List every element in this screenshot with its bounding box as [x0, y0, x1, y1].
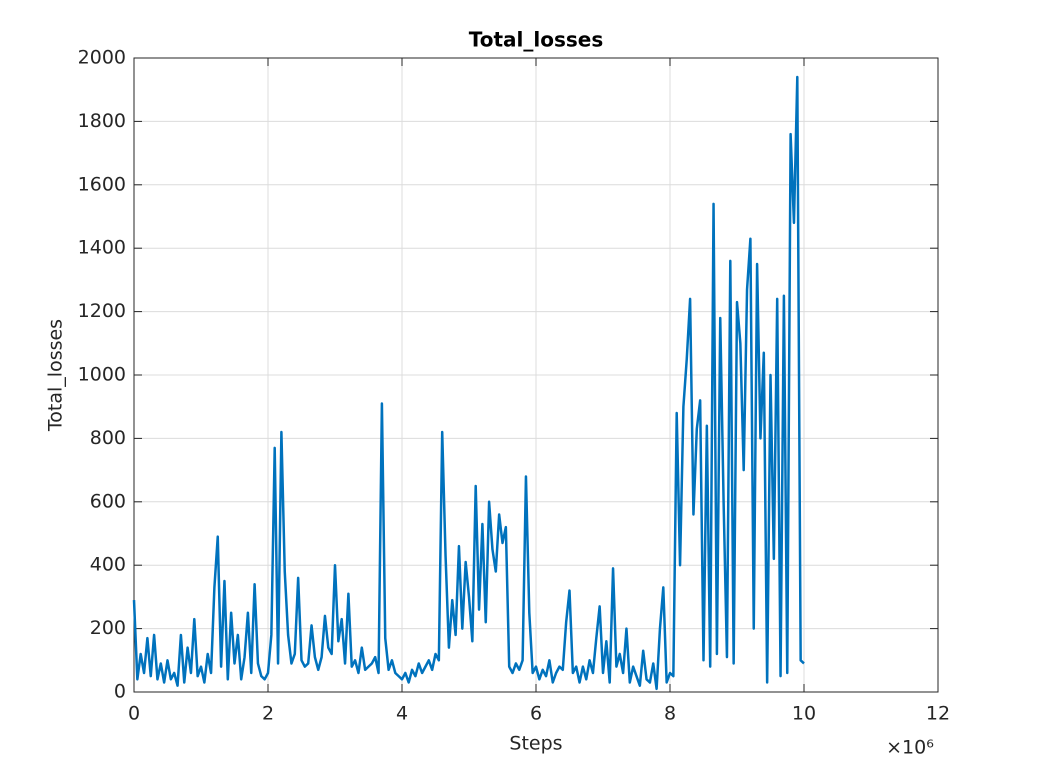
y-tick-label: 200 [90, 617, 126, 639]
x-tick-label: 0 [128, 703, 140, 725]
y-tick-label: 1600 [78, 173, 126, 195]
x-tick-label: 4 [396, 703, 408, 725]
y-tick-label: 1000 [78, 364, 126, 386]
y-tick-label: 1400 [78, 237, 126, 259]
x-tick-label: 6 [530, 703, 542, 725]
data-line [132, 75, 805, 691]
y-tick-label: 600 [90, 490, 126, 512]
x-axis-label: Steps [509, 733, 562, 755]
x-tick-label: 10 [792, 703, 816, 725]
y-tick-label: 1800 [78, 110, 126, 132]
x-tick-label: 12 [926, 703, 950, 725]
y-tick-label: 800 [90, 427, 126, 449]
x-tick-label: 2 [262, 703, 274, 725]
x-tick-label: 8 [664, 703, 676, 725]
x-multiplier: ×10⁶ [886, 737, 934, 759]
y-tick-label: 400 [90, 554, 126, 576]
y-tick-label: 2000 [78, 47, 126, 69]
plot-box [133, 57, 939, 693]
chart-title: Total_losses [469, 28, 604, 52]
y-tick-label: 1200 [78, 300, 126, 322]
y-tick-label: 0 [114, 681, 126, 703]
y-axis-label: Total_losses [45, 319, 67, 432]
